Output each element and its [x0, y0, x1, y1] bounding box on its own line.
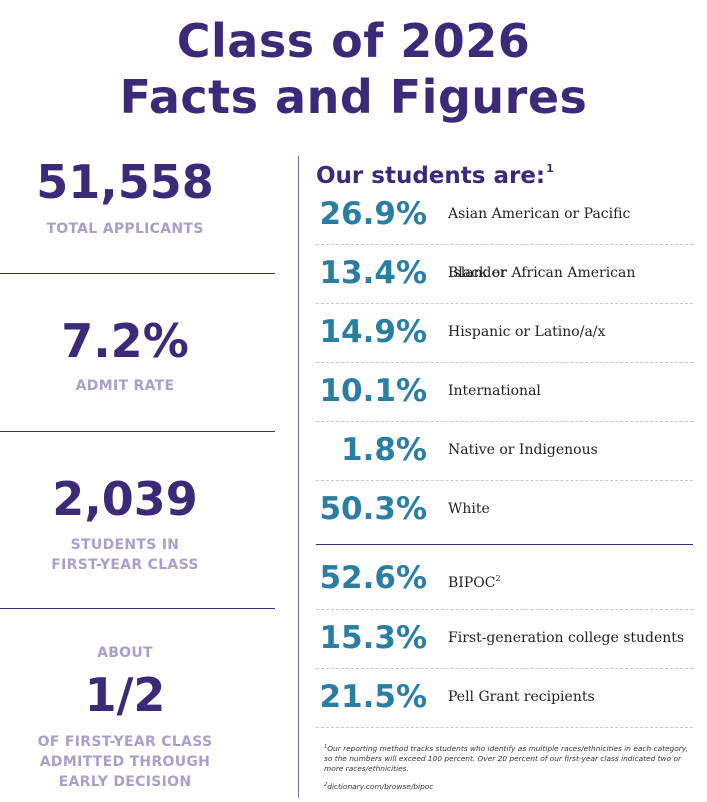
early-decision-prefix: ABOUT: [97, 645, 153, 661]
demographic-row: 50.3% White: [300, 480, 693, 539]
demographic-percent: 1.8%: [341, 432, 427, 468]
footnote-2: 2dictionary.com/browse/bipoc: [324, 780, 696, 792]
footnote-2-marker: 2: [324, 782, 328, 788]
demographic-percent: 21.5%: [319, 679, 427, 715]
demographic-row: 21.5% Pell Grant recipients: [300, 668, 693, 727]
demographic-label: First-generation college students: [448, 630, 685, 646]
admit-rate-label: ADMIT RATE: [75, 378, 175, 394]
demographic-percent: 26.9%: [319, 196, 427, 232]
divider: [0, 273, 275, 274]
early-decision-label-line1: OF FIRST-YEAR CLASS: [37, 734, 213, 750]
page-title-line1: Class of 2026: [176, 14, 531, 68]
row-separator: [316, 668, 693, 669]
demographics-heading-text: Our students are:: [316, 163, 546, 189]
early-decision-label-line3: EARLY DECISION: [58, 774, 192, 790]
row-separator: [316, 421, 693, 422]
demographic-percent: 52.6%: [319, 560, 427, 596]
first-year-class-value: 2,039: [52, 472, 198, 526]
row-separator: [316, 609, 693, 610]
section-divider: [316, 544, 693, 545]
demographic-label: Pell Grant recipients: [448, 689, 595, 705]
first-year-class-label-line1: STUDENTS IN: [70, 537, 180, 553]
demographic-label: International: [448, 383, 541, 399]
page-title-line2: Facts and Figures: [119, 70, 588, 124]
demographic-row: 13.4% Black or African American: [300, 244, 693, 303]
demographic-row: 15.3% First-generation college students: [300, 609, 693, 668]
footnote-2-link[interactable]: dictionary.com/browse/bipoc: [327, 782, 434, 791]
first-year-class-label-line2: FIRST-YEAR CLASS: [51, 557, 199, 573]
demographic-row: 52.6% BIPOC2: [300, 549, 693, 608]
column-divider: [298, 156, 299, 798]
divider: [0, 431, 275, 432]
demographic-percent: 50.3%: [319, 491, 427, 527]
demographic-percent: 15.3%: [319, 620, 427, 656]
row-separator: [316, 303, 693, 304]
footnote-ref-2: 2: [495, 574, 501, 583]
demographic-row: 26.9% Asian American or Pacific Islander: [300, 185, 693, 281]
demographic-label: BIPOC2: [448, 549, 501, 613]
demographic-label: Black or African American: [448, 265, 636, 281]
demographic-row: 1.8% Native or Indigenous: [300, 421, 693, 480]
demographic-row: 10.1% International: [300, 362, 693, 421]
demographic-label: Asian American or Pacific Islander: [448, 206, 631, 281]
demographic-label: Native or Indigenous: [448, 442, 598, 458]
early-decision-value: 1/2: [84, 668, 166, 722]
demographic-label: Hispanic or Latino/a/x: [448, 324, 606, 340]
row-separator: [316, 727, 693, 728]
total-applicants-value: 51,558: [36, 155, 214, 209]
demographic-label-text: BIPOC: [448, 575, 496, 591]
footnote-ref-1: 1: [546, 162, 554, 175]
footnote-1: 1Our reporting method tracks students wh…: [324, 742, 696, 774]
row-separator: [316, 480, 693, 481]
demographic-percent: 13.4%: [319, 255, 427, 291]
demographic-label: White: [448, 501, 490, 517]
footnote-1-text: Our reporting method tracks students who…: [324, 744, 688, 773]
demographic-row: 14.9% Hispanic or Latino/a/x: [300, 303, 693, 362]
footnote-1-marker: 1: [324, 744, 328, 750]
demographic-percent: 10.1%: [319, 373, 427, 409]
demographics-heading: Our students are:1: [316, 154, 554, 191]
demographic-percent: 14.9%: [319, 314, 427, 350]
early-decision-label-line2: ADMITTED THROUGH: [39, 754, 211, 770]
footnotes: 1Our reporting method tracks students wh…: [324, 742, 696, 792]
divider: [0, 608, 275, 609]
row-separator: [316, 362, 693, 363]
total-applicants-label: TOTAL APPLICANTS: [46, 221, 204, 237]
admit-rate-value: 7.2%: [61, 314, 189, 368]
row-separator: [316, 244, 693, 245]
